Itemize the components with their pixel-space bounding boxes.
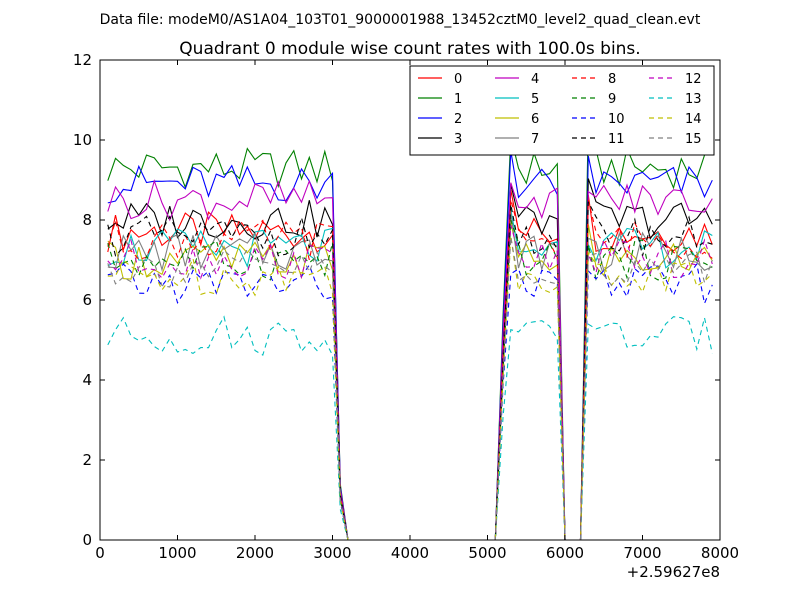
series-line-4 — [107, 179, 713, 540]
legend-label-1: 1 — [454, 92, 462, 107]
legend-label-4: 4 — [531, 72, 539, 87]
series-line-12 — [107, 225, 713, 540]
series-line-5 — [107, 209, 713, 540]
legend-label-8: 8 — [608, 72, 616, 87]
x-tick-label: 0 — [95, 544, 105, 562]
legend-label-13: 13 — [685, 92, 702, 107]
legend-label-11: 11 — [608, 132, 625, 147]
series-line-0 — [107, 189, 713, 540]
legend-label-9: 9 — [608, 92, 616, 107]
legend-label-12: 12 — [685, 72, 702, 87]
y-tick-label: 12 — [73, 51, 92, 69]
legend-label-0: 0 — [454, 72, 462, 87]
x-tick-label: 4000 — [391, 544, 429, 562]
chart-title: Quadrant 0 module wise count rates with … — [179, 39, 640, 59]
series-line-9 — [107, 219, 713, 540]
y-tick-label: 2 — [82, 451, 92, 469]
series-line-11 — [107, 201, 713, 540]
x-tick-label: 8000 — [701, 544, 739, 562]
x-tick-label: 1000 — [158, 544, 196, 562]
series-line-10 — [107, 262, 713, 540]
series-line-15 — [107, 237, 713, 540]
legend-label-6: 6 — [531, 112, 539, 127]
series-line-2 — [107, 150, 713, 540]
legend-label-7: 7 — [531, 132, 539, 147]
legend-label-2: 2 — [454, 112, 462, 127]
x-tick-label: 5000 — [468, 544, 506, 562]
x-axis-offset-label: +2.59627e8 — [627, 563, 720, 581]
series-line-1 — [107, 120, 713, 540]
x-tick-label: 6000 — [546, 544, 584, 562]
x-tick-label: 7000 — [623, 544, 661, 562]
x-tick-label: 3000 — [313, 544, 351, 562]
series-line-8 — [107, 199, 713, 540]
legend-label-14: 14 — [685, 112, 702, 127]
series-lines — [107, 120, 713, 540]
legend-label-5: 5 — [531, 92, 539, 107]
y-tick-label: 10 — [73, 131, 92, 149]
plot-area: 0 1000 2000 3000 4000 5000 6000 7000 80000246810… — [73, 51, 739, 562]
y-tick-label: 6 — [82, 291, 92, 309]
y-tick-label: 0 — [82, 531, 92, 549]
series-line-13 — [107, 315, 713, 540]
legend-box — [409, 65, 715, 156]
x-tick-label: 2000 — [236, 544, 274, 562]
series-line-3 — [107, 178, 713, 540]
legend-label-10: 10 — [608, 112, 625, 127]
legend-label-15: 15 — [685, 132, 702, 147]
suptitle: Data file: modeM0/AS1A04_103T01_90000019… — [100, 12, 701, 28]
series-line-7 — [107, 212, 713, 540]
legend-label-3: 3 — [454, 132, 462, 147]
y-tick-label: 4 — [82, 371, 92, 389]
y-tick-label: 8 — [82, 211, 92, 229]
series-line-14 — [107, 235, 713, 540]
